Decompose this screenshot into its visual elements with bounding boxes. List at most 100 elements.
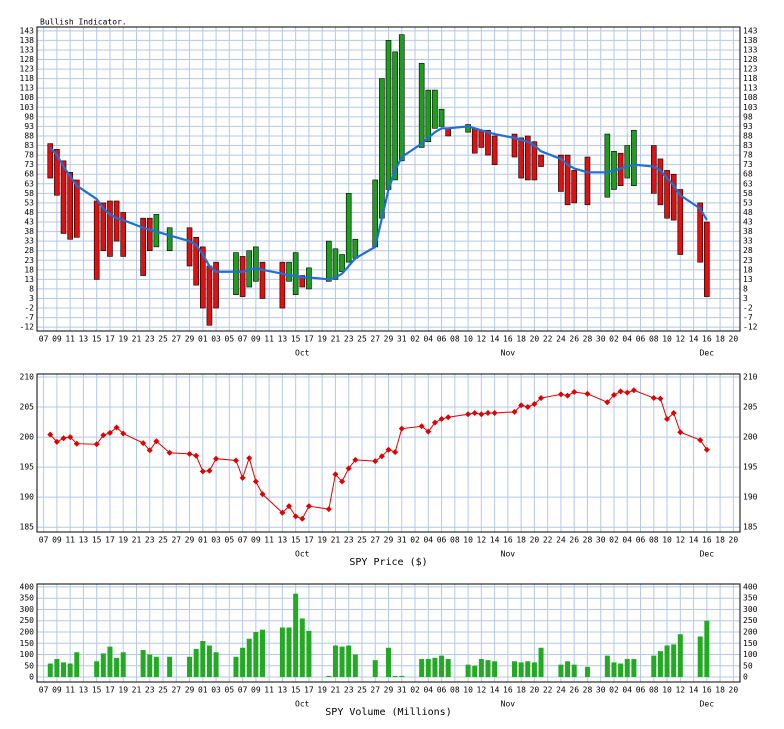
x-tick-label: 15	[291, 686, 301, 695]
x-tick-label: 29	[185, 536, 195, 545]
volume-bar	[478, 659, 484, 678]
price-marker	[259, 491, 266, 498]
bar	[657, 158, 664, 206]
y-tick-label: -7	[24, 313, 34, 322]
bar	[206, 265, 213, 326]
x-tick-label: 09	[251, 335, 261, 344]
x-tick-label: 14	[689, 686, 699, 695]
volume-bar	[193, 648, 199, 678]
volume-bar	[372, 660, 378, 678]
x-tick-label: 26	[569, 335, 579, 344]
x-tick-label: 10	[662, 686, 672, 695]
y-tick-label: 68	[24, 170, 34, 179]
x-tick-label: 08	[450, 335, 460, 344]
y-tick-label: 400	[20, 582, 35, 591]
price-marker	[531, 401, 538, 408]
x-tick-label: 29	[384, 536, 394, 545]
x-tick-label: 04	[622, 335, 632, 344]
bar	[664, 170, 670, 219]
volume-bar	[200, 640, 206, 678]
price-marker	[100, 432, 107, 439]
bar	[511, 133, 518, 158]
volume-bar	[439, 655, 445, 678]
price-marker	[153, 438, 160, 445]
y-tick-label: 350	[20, 594, 35, 603]
volume-bar	[293, 593, 299, 678]
x-tick-label: 27	[171, 335, 181, 344]
price-marker	[617, 388, 624, 395]
x-tick-label: 20	[729, 335, 739, 344]
y-tick-label: -12	[20, 323, 35, 332]
x-tick-label: 11	[264, 686, 274, 695]
bar	[538, 154, 544, 167]
x-tick-label: 24	[556, 536, 566, 545]
bar	[445, 128, 451, 137]
y-tick-label: 300	[20, 605, 35, 614]
bar	[326, 240, 332, 282]
x-tick-label: 03	[211, 335, 221, 344]
price-marker	[471, 410, 478, 417]
x-tick-label: 16	[702, 686, 712, 695]
y-tick-label: 38	[24, 227, 34, 236]
price-marker	[511, 408, 518, 415]
x-tick-label: 25	[357, 536, 367, 545]
x-tick-label: 19	[118, 686, 128, 695]
month-label: Dec	[700, 550, 715, 559]
volume-bar	[299, 618, 305, 678]
volume-bar	[604, 655, 610, 678]
bar	[352, 238, 359, 259]
y-tick-label-right: 68	[743, 170, 753, 179]
y-tick-label-right: 50	[743, 661, 753, 670]
x-tick-label: 17	[304, 536, 314, 545]
x-tick-label: 16	[503, 686, 513, 695]
y-tick-label-right: 185	[743, 523, 758, 532]
y-tick-label-right: 190	[743, 493, 758, 502]
y-tick-label-right: 350	[743, 594, 758, 603]
x-tick-label: 07	[39, 536, 49, 545]
price-marker	[697, 437, 704, 444]
price-marker	[120, 430, 127, 437]
y-tick-label: 128	[20, 55, 35, 64]
price-marker	[630, 387, 637, 394]
bar	[253, 246, 259, 282]
y-tick-label-right: -12	[743, 323, 758, 332]
volume-bar	[213, 652, 219, 678]
volume-bar	[107, 646, 113, 678]
plot-border	[36, 26, 741, 332]
bar	[392, 51, 398, 181]
y-tick-label-right: 33	[743, 237, 753, 246]
x-tick-label: 02	[609, 335, 619, 344]
price-marker	[47, 431, 54, 438]
x-tick-label: 21	[331, 686, 341, 695]
price-marker	[584, 390, 591, 397]
price-marker	[465, 411, 472, 418]
bar	[385, 40, 392, 190]
x-tick-label: 01	[198, 536, 208, 545]
x-tick-label: 18	[516, 686, 526, 695]
volume-bar	[114, 657, 120, 678]
price-marker	[67, 434, 74, 441]
x-tick-label: 05	[225, 536, 235, 545]
x-tick-label: 28	[583, 536, 593, 545]
x-tick-label: 09	[251, 686, 261, 695]
x-tick-label: 04	[423, 536, 433, 545]
x-tick-label: 10	[463, 686, 473, 695]
x-tick-label: 08	[649, 335, 659, 344]
price-marker	[113, 424, 120, 431]
x-tick-label: 18	[516, 536, 526, 545]
volume-bar	[538, 647, 544, 678]
x-tick-label: 23	[344, 335, 354, 344]
bar	[432, 89, 438, 129]
y-tick-label: 50	[24, 661, 34, 670]
x-tick-label: 18	[715, 335, 725, 344]
price-marker	[299, 515, 306, 522]
x-tick-label: 05	[225, 686, 235, 695]
bar	[213, 261, 219, 309]
price-marker	[106, 429, 113, 436]
bar	[398, 34, 405, 162]
y-tick-label: 113	[20, 84, 35, 93]
price-marker	[279, 509, 286, 516]
bar	[571, 170, 577, 204]
x-tick-label: 16	[702, 536, 712, 545]
